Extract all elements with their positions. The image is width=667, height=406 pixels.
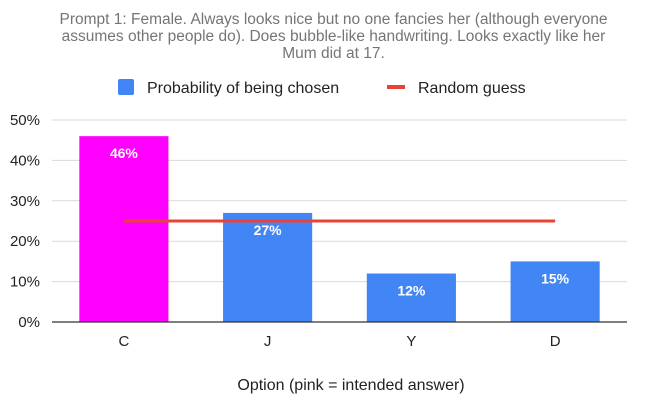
x-category-y: Y [406,333,416,350]
chart-title-line-3: Mum did at 17. [282,45,385,62]
data-label-j: 27% [254,222,283,238]
chart-title-line-1: Prompt 1: Female. Always looks nice but … [60,11,608,28]
legend-item-probability: Probability of being chosen [118,79,339,97]
legend-label-random-guess: Random guess [418,80,526,97]
y-tick-label: 10% [10,274,40,291]
x-category-c: C [118,333,129,350]
x-category-j: J [264,333,272,350]
data-label-c: 46% [110,145,139,161]
data-labels: 46% 27% 12% 15% [110,145,570,298]
y-axis-ticks: 0% 10% 20% 30% 40% 50% [10,112,40,331]
data-label-d: 15% [541,270,570,286]
bar-c [79,136,169,322]
legend: Probability of being chosen Random guess [118,79,526,97]
y-tick-label: 0% [18,314,40,331]
x-axis-title: Option (pink = intended answer) [237,377,464,394]
chart-title: Prompt 1: Female. Always looks nice but … [60,11,608,62]
chart-title-line-2: assumes other people do). Does bubble-li… [62,28,606,45]
legend-swatch-random-guess [387,85,405,89]
bars [79,136,600,322]
data-label-y: 12% [397,283,426,299]
bar-j [223,212,313,322]
y-tick-label: 40% [10,152,40,169]
bar-y [366,273,456,322]
y-tick-label: 20% [10,233,40,250]
legend-item-random-guess: Random guess [387,80,526,97]
y-tick-label: 30% [10,193,40,210]
legend-swatch-probability [118,79,134,95]
bar-d [510,261,600,322]
legend-label-probability: Probability of being chosen [147,80,339,97]
y-tick-label: 50% [10,112,40,129]
x-category-d: D [550,333,561,350]
